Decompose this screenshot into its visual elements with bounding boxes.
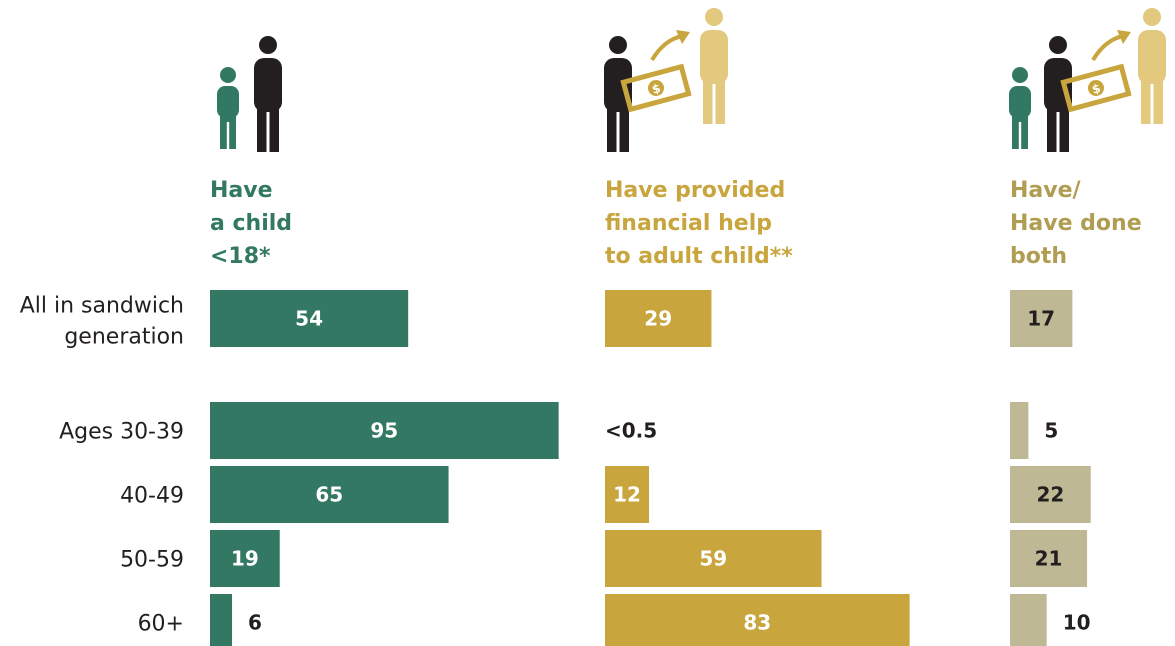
row-label: 60+ — [138, 612, 184, 637]
icon-group-child — [217, 36, 282, 152]
adult-child-figure-icon — [700, 8, 728, 124]
arrow-head-icon — [1117, 30, 1131, 44]
value-label: 5 — [1044, 419, 1058, 443]
bar — [210, 402, 559, 459]
bar — [210, 290, 409, 347]
row-labels: All in sandwich generation Ages 30-39 40-49… — [20, 294, 184, 637]
bar — [1010, 530, 1088, 587]
value-label: 29 — [644, 307, 672, 331]
bar — [605, 466, 650, 523]
value-label: 12 — [613, 483, 641, 507]
value-labels: 54 95 65 19 6 29 <0.5 12 59 83 17 5 22 21 10 — [231, 307, 1091, 635]
column-headers: Have a child <18* Have provided financial he… — [210, 178, 1142, 269]
money-bill-icon — [1063, 67, 1128, 110]
value-label: <0.5 — [605, 419, 657, 443]
value-label: 22 — [1036, 483, 1064, 507]
value-label: 65 — [315, 483, 343, 507]
column-header-line: to adult child** — [605, 244, 793, 269]
row-label: 40-49 — [120, 484, 184, 509]
column-header-line: <18* — [210, 244, 271, 269]
value-label: 10 — [1063, 611, 1091, 635]
bar — [210, 530, 280, 587]
adult-child-figure-icon — [1138, 8, 1166, 124]
value-label: 54 — [295, 307, 323, 331]
value-label: 6 — [248, 611, 262, 635]
child-figure-icon — [217, 67, 239, 149]
arrow-icon — [650, 34, 683, 62]
bars — [210, 290, 1091, 646]
bar — [1010, 290, 1073, 347]
arrow-head-icon — [676, 30, 690, 44]
value-label: 59 — [699, 547, 727, 571]
row-label: generation — [64, 325, 184, 350]
bar — [605, 530, 822, 587]
icon-group-both — [1009, 8, 1166, 152]
value-label: 21 — [1035, 547, 1063, 571]
value-label: 19 — [231, 547, 259, 571]
bar — [1010, 466, 1091, 523]
column-header-line: Have — [210, 178, 273, 203]
column-header-line: financial help — [605, 211, 772, 236]
value-label: 95 — [370, 419, 398, 443]
bar — [1010, 594, 1047, 646]
column-header-line: both — [1010, 244, 1067, 269]
bar — [605, 290, 712, 347]
bar — [605, 594, 910, 646]
row-label: Ages 30-39 — [59, 420, 184, 445]
column-header-line: Have/ — [1010, 178, 1082, 203]
column-header-line: Have provided — [605, 178, 785, 203]
column-header-line: a child — [210, 211, 292, 236]
arrow-icon — [1091, 34, 1124, 62]
column-header-line: Have done — [1010, 211, 1142, 236]
row-label: 50-59 — [120, 548, 184, 573]
bar — [1010, 402, 1029, 459]
bar — [210, 594, 233, 646]
bar — [210, 466, 449, 523]
value-label: 83 — [743, 611, 771, 635]
money-bill-icon — [623, 67, 688, 110]
value-label: 17 — [1027, 307, 1055, 331]
icon-group-help — [604, 8, 728, 152]
row-label: All in sandwich — [20, 294, 184, 319]
child-figure-icon — [1009, 67, 1031, 149]
adult-figure-icon — [254, 36, 282, 152]
